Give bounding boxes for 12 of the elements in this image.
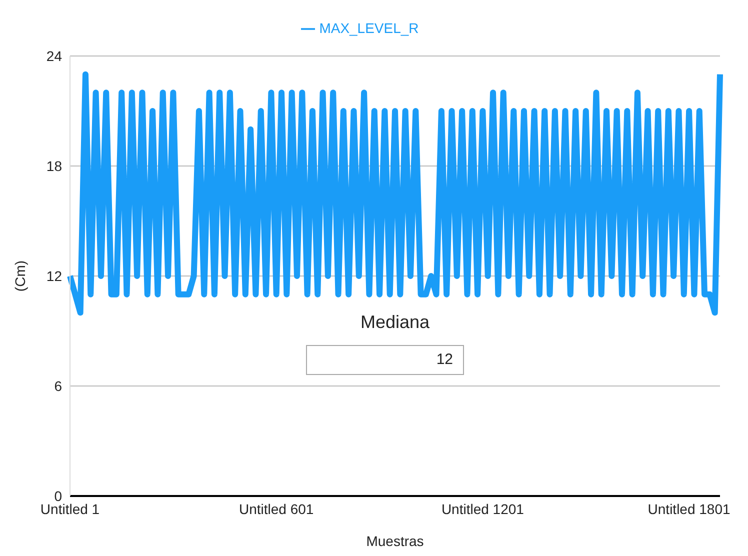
x-tick-label: Untitled 1201: [441, 500, 524, 517]
annotation: Mediana: [359, 312, 431, 333]
legend-label: MAX_LEVEL_R: [319, 20, 419, 36]
y-axis-title: (Cm): [12, 260, 28, 292]
text-field: 12: [306, 345, 464, 375]
y-tick-label: 6: [54, 378, 62, 394]
y-tick-label: 12: [46, 268, 62, 284]
y-tick-label: 18: [46, 158, 62, 174]
x-tick-label: Untitled 1801: [648, 500, 731, 517]
y-tick-label: 24: [46, 48, 62, 64]
x-tick-label: Untitled 601: [238, 500, 314, 517]
x-axis-title: Muestras: [366, 533, 424, 549]
